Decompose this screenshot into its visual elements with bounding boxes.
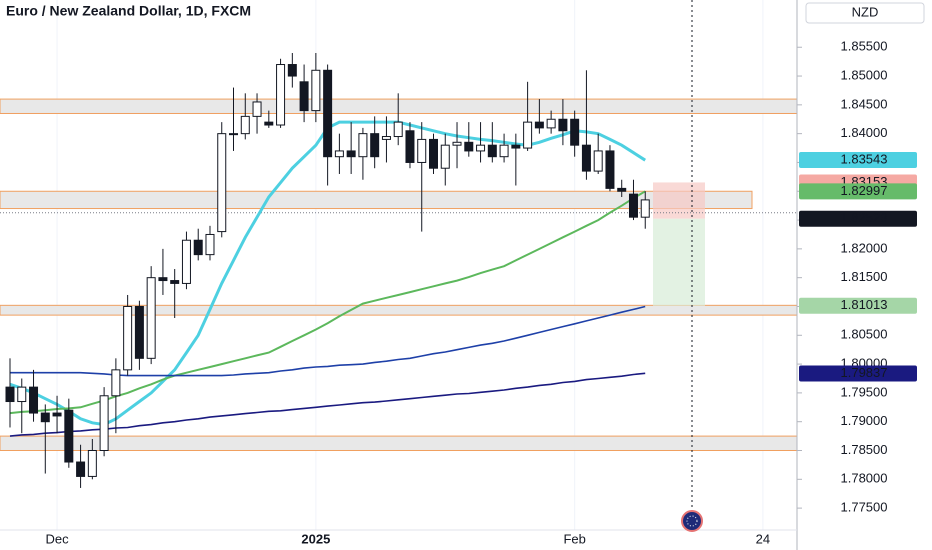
price-label: 1.81013 xyxy=(841,297,888,312)
price-label-box xyxy=(799,210,917,227)
x-tick-label: 24 xyxy=(756,531,770,546)
price-label-box xyxy=(799,183,917,200)
candle-body xyxy=(87,450,97,477)
currency-label: NZD xyxy=(852,4,879,19)
y-tick-label: 1.78500 xyxy=(841,442,888,457)
candle-body xyxy=(134,305,144,359)
candle-body xyxy=(511,144,521,149)
x-tick-label: Dec xyxy=(45,531,69,546)
candle-body xyxy=(640,199,650,218)
candle-body xyxy=(605,150,615,189)
candle-body xyxy=(240,115,250,135)
candle-body xyxy=(499,144,509,158)
candle-body xyxy=(323,69,333,158)
price-label-box xyxy=(799,365,917,382)
y-tick-label: 1.81500 xyxy=(841,269,888,284)
price-label: 1.83543 xyxy=(841,151,888,166)
candle-body xyxy=(40,412,50,423)
candle-body xyxy=(334,150,344,158)
candle-body xyxy=(123,305,133,371)
price-axis: 1.855001.850001.845001.840001.835001.830… xyxy=(797,39,917,515)
price-label: 1.82997 xyxy=(841,183,888,198)
candle-body xyxy=(405,130,415,163)
candle-body xyxy=(570,118,580,146)
candle-body xyxy=(617,187,627,192)
candle-body xyxy=(76,461,86,477)
zone xyxy=(0,435,798,452)
candle-body xyxy=(229,133,239,136)
candle-body xyxy=(205,233,215,256)
y-tick-label: 1.85000 xyxy=(841,67,888,82)
price-label-box xyxy=(799,151,917,168)
candle-body xyxy=(299,81,309,112)
y-tick-label: 1.85500 xyxy=(841,39,888,54)
candle-body xyxy=(17,386,27,403)
candle-body xyxy=(346,150,356,158)
candle-body xyxy=(476,144,486,152)
candle-body xyxy=(464,141,474,152)
chart-title: Euro / New Zealand Dollar, 1D, FXCM xyxy=(6,3,251,19)
y-tick-label: 1.79500 xyxy=(841,384,888,399)
candle-body xyxy=(393,121,403,138)
candle-body xyxy=(534,121,544,129)
y-tick-label: 1.80500 xyxy=(841,327,888,342)
candle-body xyxy=(428,138,438,169)
candle-body xyxy=(452,141,462,146)
replay-icon[interactable] xyxy=(681,510,703,532)
position-stop xyxy=(653,182,705,219)
candle-body xyxy=(181,239,191,284)
candle-body xyxy=(628,193,638,218)
y-tick-label: 1.84000 xyxy=(841,125,888,140)
currency-box[interactable] xyxy=(805,2,925,24)
candle-body xyxy=(358,133,368,158)
candle-body xyxy=(5,386,15,403)
candle-body xyxy=(276,64,286,126)
candle-body xyxy=(546,118,556,129)
zone xyxy=(0,304,798,316)
candle-body xyxy=(370,133,380,158)
y-tick-label: 1.78000 xyxy=(841,471,888,486)
y-tick-label: 1.82000 xyxy=(841,240,888,255)
candle-body xyxy=(558,118,568,132)
candle-body xyxy=(381,136,391,140)
x-tick-label: 2025 xyxy=(301,531,330,546)
candle-body xyxy=(170,280,180,284)
zone xyxy=(0,190,753,210)
candle-body xyxy=(593,150,603,172)
price-label: 1.82523 xyxy=(841,210,888,225)
candle-body xyxy=(311,69,321,112)
candle-body xyxy=(99,395,109,451)
price-label-box xyxy=(799,297,917,314)
position-target xyxy=(653,218,705,306)
x-tick-label: Feb xyxy=(563,531,585,546)
candle-body xyxy=(287,64,297,77)
candle-body xyxy=(64,409,74,463)
candle-body xyxy=(158,277,168,282)
candle-body xyxy=(581,144,591,172)
candle-body xyxy=(217,133,227,233)
candle-body xyxy=(29,386,39,414)
time-axis: Dec 2025 Feb 24 xyxy=(45,531,770,546)
y-tick-label: 1.77500 xyxy=(841,500,888,515)
candle-body xyxy=(440,144,450,169)
candle-body xyxy=(487,144,497,158)
candle-body xyxy=(193,239,203,256)
candle-body xyxy=(264,121,274,126)
candle-body xyxy=(52,412,62,417)
candle-body xyxy=(523,121,533,149)
y-tick-label: 1.79000 xyxy=(841,413,888,428)
candle-body xyxy=(417,138,427,163)
candle-body xyxy=(111,369,121,397)
price-label: 1.79837 xyxy=(841,365,888,380)
candle-body xyxy=(252,101,262,117)
candle-body xyxy=(146,277,156,359)
y-tick-label: 1.84500 xyxy=(841,96,888,111)
